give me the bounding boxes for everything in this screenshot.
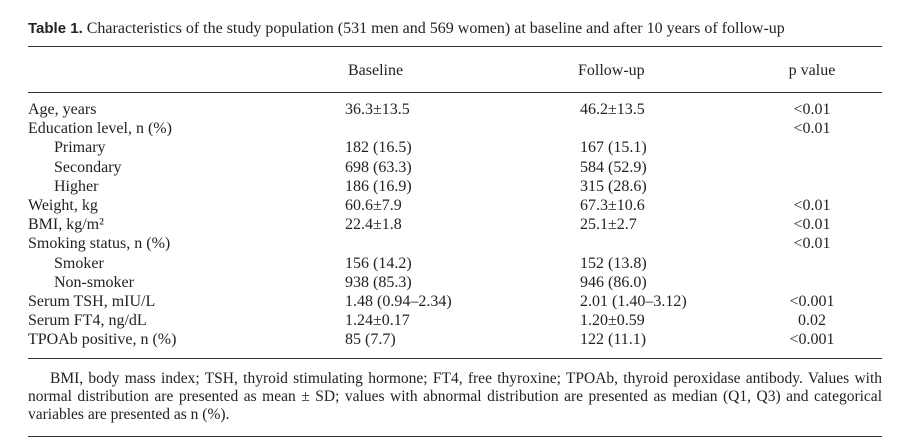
- row-label: Serum TSH, mIU/L: [28, 293, 156, 310]
- footnote-rule: [28, 436, 882, 437]
- row-label: Weight, kg: [28, 197, 98, 214]
- cell: 36.3±13.5: [345, 101, 410, 118]
- row-label: Smoker: [54, 254, 104, 272]
- row-label: Higher: [54, 177, 99, 195]
- cell: <0.01: [793, 197, 831, 214]
- row-label: TPOAb positive, n (%): [28, 331, 177, 349]
- cell: 152 (13.8): [580, 254, 647, 272]
- row-label: Secondary: [54, 158, 122, 176]
- cell: 122 (11.1): [580, 331, 647, 349]
- column-header: p value: [788, 62, 836, 79]
- cell: 315 (28.6): [580, 177, 647, 195]
- cell: 2.01 (1.40–3.12): [580, 293, 687, 310]
- cell: 25.1±2.7: [580, 216, 637, 234]
- table-title: Table 1. Characteristics of the study po…: [28, 20, 785, 38]
- cell: <0.001: [789, 331, 835, 349]
- bottom-rule: [28, 358, 882, 359]
- cell: 946 (86.0): [580, 273, 647, 291]
- row-label: Primary: [54, 139, 106, 157]
- cell: <0.01: [793, 101, 831, 118]
- table-number: Table 1.: [28, 20, 83, 37]
- cell: 67.3±10.6: [580, 197, 645, 214]
- cell: 1.20±0.59: [580, 312, 645, 330]
- cell: <0.01: [793, 235, 831, 253]
- cell: 1.48 (0.94–2.34): [345, 293, 452, 310]
- title-text: Characteristics of the study population …: [86, 20, 785, 37]
- row-label: Education level, n (%): [28, 120, 172, 138]
- cell: 60.6±7.9: [345, 197, 402, 214]
- cell: <0.01: [793, 120, 831, 138]
- cell: 698 (63.3): [345, 158, 412, 176]
- cell: 0.02: [798, 312, 826, 330]
- cell: 22.4±1.8: [345, 216, 402, 234]
- footnote: BMI, body mass index; TSH, thyroid stimu…: [28, 370, 882, 423]
- header-rule: [28, 92, 882, 93]
- cell: <0.001: [789, 293, 835, 310]
- cell: 85 (7.7): [345, 331, 396, 349]
- row-label: Non-smoker: [54, 273, 134, 291]
- column-header: Baseline: [348, 62, 404, 79]
- cell: 182 (16.5): [345, 139, 412, 157]
- cell: 156 (14.2): [345, 254, 412, 272]
- cell: 46.2±13.5: [580, 101, 645, 118]
- cell: 186 (16.9): [345, 177, 412, 195]
- row-label: BMI, kg/m²: [28, 216, 104, 234]
- cell: 938 (85.3): [345, 273, 412, 291]
- cell: 584 (52.9): [580, 158, 647, 176]
- cell: 167 (15.1): [580, 139, 647, 157]
- row-label: Serum FT4, ng/dL: [28, 312, 147, 330]
- column-header: Follow-up: [578, 62, 645, 79]
- row-label: Age, years: [28, 101, 97, 118]
- top-rule: [28, 46, 882, 47]
- cell: 1.24±0.17: [345, 312, 410, 330]
- row-label: Smoking status, n (%): [28, 235, 171, 253]
- cell: <0.01: [793, 216, 831, 234]
